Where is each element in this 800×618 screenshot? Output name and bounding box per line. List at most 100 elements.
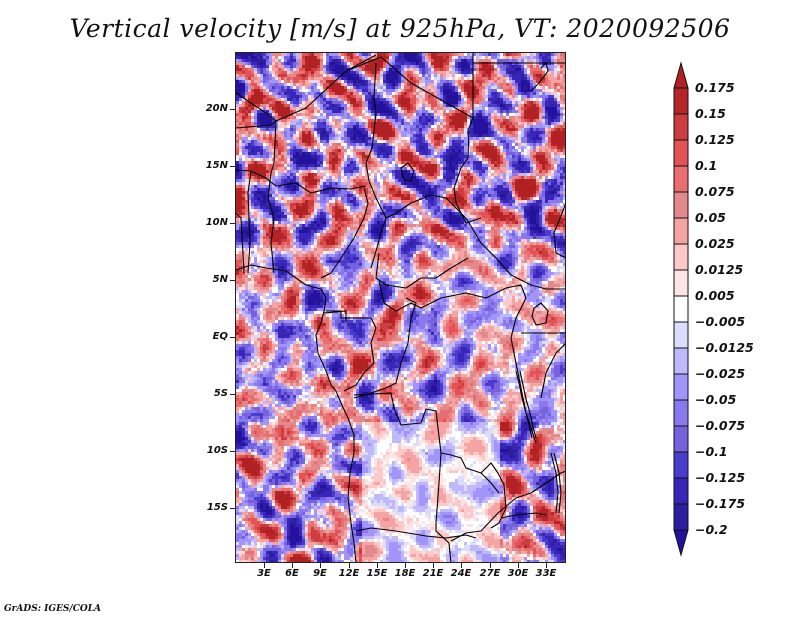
colorbar-bin — [673, 321, 689, 349]
colorbar-bin — [673, 425, 689, 453]
colorbar-bin — [673, 373, 689, 401]
colorbar-label: −0.025 — [695, 366, 746, 381]
colorbar-bin — [673, 503, 689, 531]
border-niger-nigeria — [236, 169, 367, 194]
border-drc-angola — [353, 392, 500, 494]
colorbar-bin — [673, 165, 689, 193]
x-tick-label: 18E — [394, 568, 416, 579]
colorbar-bin — [673, 399, 689, 427]
xtick — [405, 563, 406, 568]
xtick — [349, 563, 350, 568]
coast-central — [335, 390, 357, 563]
y-tick-label: 5S — [213, 388, 228, 399]
border-niger-chad — [365, 62, 377, 182]
colorbar-label: −0.125 — [695, 470, 746, 485]
border-tanzania-mozambique — [545, 470, 566, 484]
colorbar-label: 0.075 — [695, 184, 735, 199]
map-plot-area — [236, 53, 566, 563]
colorbar-label: 0.0125 — [695, 262, 744, 277]
y-tick-label: 15S — [206, 502, 228, 513]
border-zambia-zimbabwe — [500, 512, 547, 519]
xtick — [377, 563, 378, 568]
border-zambia-drc — [480, 462, 507, 529]
colorbar — [673, 61, 689, 557]
colorbar-label: 0.125 — [695, 132, 735, 147]
x-tick-label: 21E — [422, 568, 444, 579]
border-gabon-congo — [326, 310, 377, 392]
ytick — [230, 166, 236, 167]
border-ghana — [236, 212, 245, 274]
x-tick-label: 15E — [366, 568, 388, 579]
y-tick-label: 5N — [212, 274, 228, 285]
ytick — [230, 394, 236, 395]
x-tick-label: 27E — [479, 568, 501, 579]
colorbar-extend-min — [673, 529, 689, 557]
ytick — [230, 508, 236, 509]
x-tick-label: 9E — [313, 568, 327, 579]
colorbar-label: 0.175 — [695, 80, 735, 95]
lake-tanganyika — [515, 370, 537, 439]
border-car-south — [375, 252, 469, 289]
xtick — [320, 563, 321, 568]
lake-malawi — [550, 452, 562, 514]
border-east-drc — [505, 284, 537, 444]
xtick — [518, 563, 519, 568]
colorbar-bin — [673, 269, 689, 297]
border-car-drc — [378, 280, 507, 312]
colorbar-label: 0.005 — [695, 288, 735, 303]
border-togo-benin — [247, 170, 252, 274]
xtick — [490, 563, 491, 568]
border-algeria-niger — [236, 54, 377, 122]
colorbar-label: 0.15 — [695, 106, 726, 121]
border-sudan-south — [467, 220, 566, 290]
border-kenya-tanzania — [540, 342, 566, 399]
x-tick-label: 24E — [450, 568, 472, 579]
border-cameroon-car — [385, 194, 469, 222]
ytick — [230, 280, 236, 281]
border-benin-nigeria — [267, 172, 275, 274]
colorbar-label: 0.025 — [695, 236, 735, 251]
x-tick-label: 33E — [535, 568, 557, 579]
border-equatorial-guinea — [323, 310, 347, 321]
xtick — [546, 563, 547, 568]
lake-victoria — [531, 302, 549, 326]
border-ethiopia — [553, 202, 566, 259]
grads-credit: GrADS: IGES/COLA — [4, 604, 102, 614]
border-angola-namibia — [355, 527, 477, 539]
border-mali-niger — [236, 120, 277, 174]
x-tick-label: 12E — [338, 568, 360, 579]
colorbar-bin — [673, 243, 689, 271]
xtick — [264, 563, 265, 568]
colorbar-bin — [673, 191, 689, 219]
border-nigeria-cameroon — [320, 187, 369, 279]
ytick — [230, 223, 236, 224]
y-tick-label: 15N — [205, 160, 228, 171]
nile-red-sea — [530, 62, 549, 92]
country-borders — [236, 53, 566, 563]
colorbar-bin — [673, 87, 689, 115]
colorbar-extend-max — [673, 61, 689, 89]
lake-chad — [400, 162, 415, 182]
border-chad-cameroon — [368, 180, 387, 269]
chart-title: Vertical velocity [m/s] at 925hPa, VT: 2… — [69, 14, 731, 43]
ytick — [230, 337, 236, 338]
colorbar-bin — [673, 217, 689, 245]
ytick — [230, 451, 236, 452]
xtick — [292, 563, 293, 568]
colorbar-label: −0.075 — [695, 418, 746, 433]
colorbar-label: −0.175 — [695, 496, 746, 511]
y-tick-label: EQ — [212, 331, 228, 342]
colorbar-label: −0.1 — [695, 444, 728, 459]
x-tick-label: 6E — [285, 568, 299, 579]
colorbar-label: −0.05 — [695, 392, 737, 407]
y-tick-label: 10S — [206, 445, 228, 456]
y-tick-label: 20N — [205, 103, 228, 114]
colorbar-bin — [673, 347, 689, 375]
border-chad-sudan — [453, 117, 482, 224]
colorbar-label: −0.0125 — [695, 340, 754, 355]
border-angola-zambia — [435, 452, 452, 563]
border-libya-chad — [345, 53, 474, 119]
colorbar-bin — [673, 295, 689, 323]
border-congo-drc — [353, 297, 417, 399]
colorbar-label: −0.2 — [695, 522, 728, 537]
